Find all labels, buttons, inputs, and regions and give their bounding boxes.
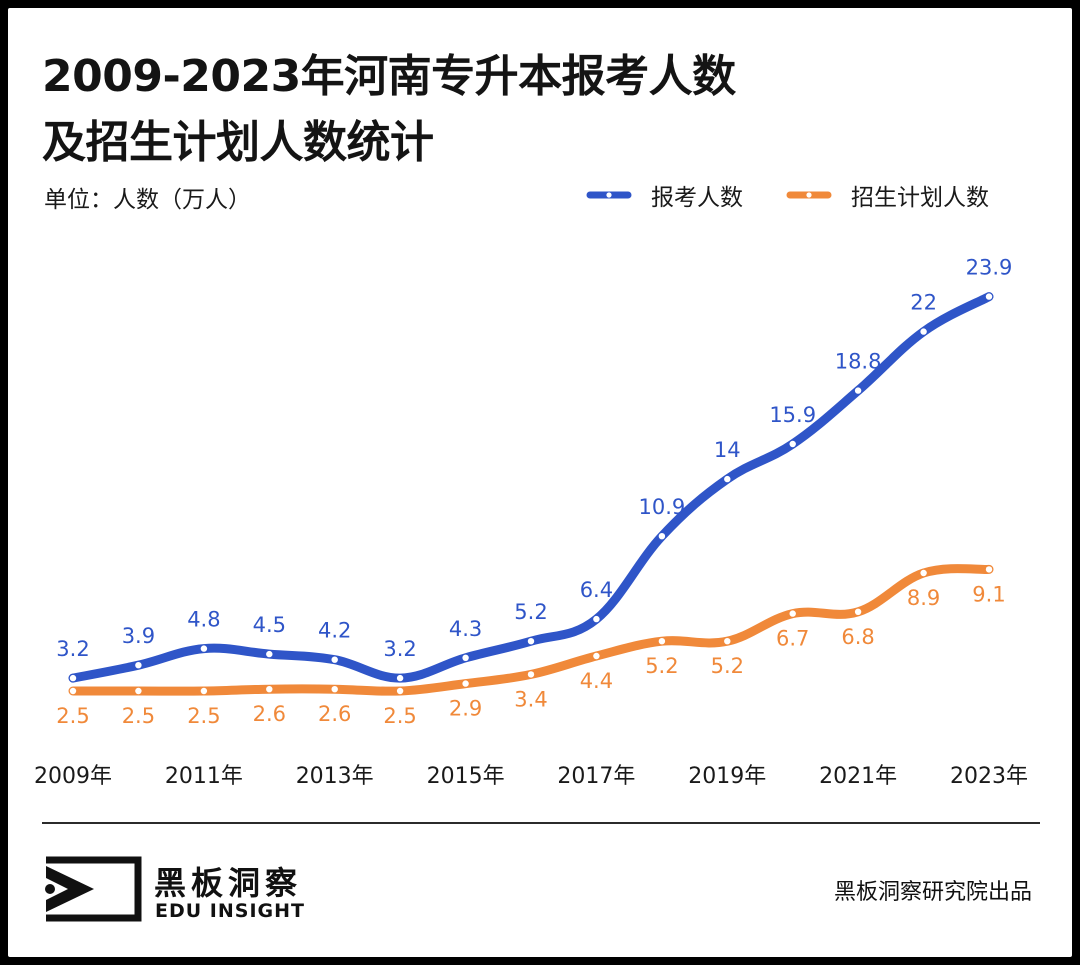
data-point-applicants-2011年: [200, 645, 208, 652]
data-point-enrollment-plan-2022年: [920, 569, 927, 577]
data-label-enrollment-plan-2014年: 2.5: [383, 704, 416, 728]
edu-insight-logo-icon: [45, 856, 142, 922]
data-label-enrollment-plan-2019年: 5.2: [711, 654, 744, 678]
data-label-applicants-2014年: 3.2: [383, 637, 416, 661]
chart-card: 2009-2023年河南专升本报考人数 及招生计划人数统计 单位：人数（万人） …: [8, 8, 1072, 957]
data-point-applicants-2010年: [135, 662, 142, 669]
data-point-applicants-2023年: [985, 293, 993, 300]
data-point-enrollment-plan-2016年: [527, 671, 535, 678]
data-point-enrollment-plan-2023年: [985, 566, 993, 573]
data-label-applicants-2018年: 10.9: [639, 495, 686, 519]
data-point-applicants-2009年: [69, 674, 77, 682]
data-label-enrollment-plan-2012年: 2.6: [253, 702, 286, 726]
data-point-applicants-2014年: [396, 674, 404, 682]
data-point-enrollment-plan-2011年: [200, 687, 208, 695]
data-point-applicants-2022年: [920, 328, 927, 335]
data-label-applicants-2019年: 14: [714, 438, 741, 462]
data-point-applicants-2021年: [854, 387, 862, 394]
footer-credit: 黑板洞察研究院出品: [833, 880, 1032, 905]
data-point-applicants-2016年: [527, 638, 535, 645]
data-label-applicants-2017年: 6.4: [580, 578, 613, 602]
data-point-enrollment-plan-2012年: [266, 686, 273, 693]
legend-swatch-applicants: [586, 191, 632, 199]
data-label-enrollment-plan-2022年: 8.9: [907, 586, 940, 610]
data-point-applicants-2020年: [789, 440, 796, 448]
data-point-enrollment-plan-2009年: [69, 687, 77, 695]
data-point-applicants-2012年: [266, 650, 273, 658]
data-label-applicants-2010年: 3.9: [122, 624, 155, 648]
data-label-enrollment-plan-2009年: 2.5: [56, 704, 89, 728]
data-label-applicants-2013年: 4.2: [318, 619, 351, 643]
data-label-enrollment-plan-2021年: 6.8: [841, 625, 874, 649]
data-label-enrollment-plan-2011年: 2.5: [187, 704, 220, 728]
footer-divider: [42, 822, 1040, 824]
x-tick-label-2013年: 2013年: [296, 764, 374, 789]
data-point-applicants-2019年: [724, 475, 731, 483]
chart-title: 2009-2023年河南专升本报考人数 及招生计划人数统计: [42, 44, 736, 176]
data-point-enrollment-plan-2013年: [331, 686, 338, 693]
data-label-applicants-2016年: 5.2: [514, 600, 547, 624]
data-point-applicants-2017年: [593, 615, 600, 623]
x-tick-label-2011年: 2011年: [165, 764, 243, 789]
data-point-enrollment-plan-2018年: [658, 638, 666, 645]
legend-item-enrollment-plan: 招生计划人数: [785, 180, 989, 211]
data-point-enrollment-plan-2010年: [135, 687, 142, 695]
data-label-enrollment-plan-2015年: 2.9: [449, 697, 482, 721]
data-label-applicants-2009年: 3.2: [56, 637, 89, 661]
data-label-enrollment-plan-2016年: 3.4: [514, 687, 547, 711]
x-tick-label-2017年: 2017年: [557, 764, 635, 789]
data-point-enrollment-plan-2020年: [789, 610, 796, 617]
x-tick-label-2021年: 2021年: [819, 764, 897, 789]
chart-title-line-2: 及招生计划人数统计: [42, 117, 434, 168]
data-label-enrollment-plan-2013年: 2.6: [318, 702, 351, 726]
data-label-applicants-2021年: 18.8: [835, 350, 882, 374]
brand-name-cn: 黑板洞察: [154, 864, 303, 902]
data-label-applicants-2015年: 4.3: [449, 617, 482, 641]
data-point-enrollment-plan-2019年: [724, 638, 731, 645]
data-point-enrollment-plan-2017年: [593, 652, 600, 660]
legend-label-applicants: 报考人数: [651, 185, 743, 211]
data-point-enrollment-plan-2014年: [396, 687, 404, 695]
data-label-applicants-2011年: 4.8: [187, 608, 220, 632]
unit-label: 单位：人数（万人）: [44, 187, 251, 213]
data-label-enrollment-plan-2010年: 2.5: [122, 704, 155, 728]
x-tick-label-2015年: 2015年: [427, 764, 505, 789]
legend-swatch-enrollment-plan: [786, 191, 832, 199]
legend-item-applicants: 报考人数: [585, 180, 743, 211]
data-point-enrollment-plan-2021年: [854, 608, 862, 615]
x-tick-label-2019年: 2019年: [688, 764, 766, 789]
data-label-applicants-2020年: 15.9: [769, 403, 816, 427]
data-label-enrollment-plan-2017年: 4.4: [580, 669, 613, 693]
data-label-enrollment-plan-2018年: 5.2: [645, 654, 678, 678]
chart-title-line-1: 2009-2023年河南专升本报考人数: [42, 51, 736, 102]
line-chart: 3.2 3.9 4.8 4.5 4.2 3.2 4.3 5.2 6.4 10.9 14 15.9 18.…: [34, 256, 1028, 789]
data-label-applicants-2012年: 4.5: [253, 613, 286, 637]
data-label-applicants-2022年: 22: [910, 291, 937, 315]
legend-label-enrollment-plan: 招生计划人数: [851, 185, 989, 211]
data-label-enrollment-plan-2023年: 9.1: [972, 582, 1005, 606]
series-line-applicants: [68, 292, 994, 683]
data-point-applicants-2013年: [331, 656, 338, 663]
x-tick-label-2009年: 2009年: [34, 764, 112, 789]
brand-name-en: EDU INSIGHT: [155, 900, 305, 922]
data-label-enrollment-plan-2020年: 6.7: [776, 627, 809, 651]
data-point-enrollment-plan-2015年: [462, 680, 469, 687]
data-point-applicants-2015年: [462, 654, 469, 661]
x-tick-label-2023年: 2023年: [950, 764, 1028, 789]
data-label-applicants-2023年: 23.9: [966, 256, 1013, 280]
data-point-applicants-2018年: [658, 533, 666, 540]
